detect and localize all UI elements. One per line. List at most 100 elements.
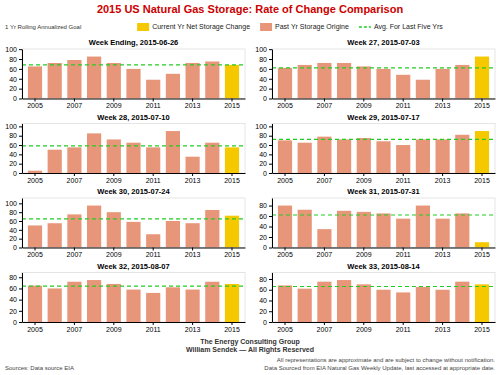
tick-mark xyxy=(269,59,272,60)
panel-title: Week 33, 2015-08-14 xyxy=(347,262,420,271)
tick-mark xyxy=(442,99,443,102)
tick: 80 xyxy=(259,202,272,209)
tick-label: 0 xyxy=(13,319,17,326)
tick: 2009 xyxy=(106,322,122,333)
legend-item: Current Yr Net Storage Change xyxy=(137,23,250,31)
bar xyxy=(87,57,101,99)
average-line xyxy=(22,218,245,219)
text-line: William Sendek — All Rights Reserved xyxy=(186,346,314,354)
tick-mark xyxy=(231,99,232,102)
bar xyxy=(205,282,219,322)
tick-label: 2013 xyxy=(185,102,201,109)
bar xyxy=(357,284,371,322)
tick-label: 100 xyxy=(5,200,17,207)
panel: 200520072009201120132015020406080Week 32… xyxy=(9,262,245,333)
tick: 0 xyxy=(13,170,22,177)
tick: 0 xyxy=(13,319,22,326)
tick-label: 2013 xyxy=(435,102,451,109)
bar xyxy=(278,140,292,173)
footer-left: Sources: Data source EIA xyxy=(5,365,74,371)
panel: 200520072009201120132015020406080Week 33… xyxy=(259,262,495,333)
tick: 2007 xyxy=(317,99,333,110)
panel: 200520072009201120132015020406080Week 31… xyxy=(259,187,495,258)
tick: 20 xyxy=(9,235,22,242)
plot-area xyxy=(272,280,495,322)
legend-swatch xyxy=(137,23,149,31)
bar xyxy=(416,80,430,99)
tick: 60 xyxy=(9,285,22,292)
tick-label: 40 xyxy=(259,151,267,158)
tick-mark xyxy=(269,237,272,238)
tick-label: 40 xyxy=(9,296,17,303)
axis-line xyxy=(23,322,246,323)
tick: 80 xyxy=(259,276,272,283)
tick-mark xyxy=(231,248,232,251)
tick: 2009 xyxy=(356,322,372,333)
footer-center: The Energy Consulting GroupWilliam Sende… xyxy=(186,338,314,354)
tick: 2009 xyxy=(356,248,372,259)
tick-mark xyxy=(19,173,22,174)
axis-line xyxy=(22,50,23,100)
x-axis: 200520072009201120132015 xyxy=(23,248,246,259)
tick-mark xyxy=(403,248,404,251)
tick-label: 2015 xyxy=(474,326,490,333)
bar xyxy=(126,143,140,173)
tick: 2005 xyxy=(277,248,293,259)
tick-label: 20 xyxy=(9,308,17,315)
tick-label: 2015 xyxy=(224,102,240,109)
tick: 2009 xyxy=(356,173,372,184)
tick-mark xyxy=(285,99,286,102)
bar xyxy=(28,171,42,173)
tick-label: 0 xyxy=(263,244,267,251)
bar xyxy=(67,282,81,322)
tick: 2015 xyxy=(474,248,490,259)
bar xyxy=(186,223,200,247)
bar xyxy=(205,61,219,98)
tick-mark xyxy=(269,248,272,249)
bar xyxy=(376,141,390,173)
tick-mark xyxy=(285,322,286,325)
bar xyxy=(298,143,312,173)
tick: 60 xyxy=(259,213,272,220)
tick: 20 xyxy=(259,234,272,241)
tick-label: 40 xyxy=(259,297,267,304)
tick: 40 xyxy=(9,296,22,303)
tick: 100 xyxy=(5,200,22,207)
tick-mark xyxy=(269,154,272,155)
tick: 2015 xyxy=(474,173,490,184)
x-axis: 200520072009201120132015 xyxy=(273,322,496,333)
tick-label: 60 xyxy=(259,286,267,293)
tick-label: 80 xyxy=(259,56,267,63)
tick-label: 2005 xyxy=(277,177,293,184)
tick-label: 80 xyxy=(259,132,267,139)
tick: 0 xyxy=(263,95,272,102)
tick-mark xyxy=(19,311,22,312)
legend-item: Avg. For Last Five Yrs xyxy=(359,23,443,31)
tick: 2009 xyxy=(106,99,122,110)
bar xyxy=(436,69,450,99)
tick-mark xyxy=(269,89,272,90)
tick-mark xyxy=(19,154,22,155)
tick-label: 2011 xyxy=(396,251,411,258)
tick: 2005 xyxy=(27,99,43,110)
tick-label: 20 xyxy=(9,160,17,167)
bar xyxy=(278,68,292,99)
axis-line xyxy=(272,273,273,323)
tick: 2005 xyxy=(277,322,293,333)
tick-mark xyxy=(269,311,272,312)
tick-mark xyxy=(285,248,286,251)
tick-mark xyxy=(19,89,22,90)
tick: 20 xyxy=(259,85,272,92)
tick-label: 0 xyxy=(13,95,17,102)
tick-mark xyxy=(19,79,22,80)
tick-label: 2007 xyxy=(317,251,333,258)
tick: 40 xyxy=(259,151,272,158)
tick-label: 2009 xyxy=(106,102,122,109)
tick-label: 40 xyxy=(259,75,267,82)
plot-frame xyxy=(22,124,245,174)
tick: 2015 xyxy=(224,248,240,259)
tick: 60 xyxy=(9,142,22,149)
tick: 2005 xyxy=(27,322,43,333)
tick: 20 xyxy=(259,160,272,167)
tick: 0 xyxy=(263,319,272,326)
